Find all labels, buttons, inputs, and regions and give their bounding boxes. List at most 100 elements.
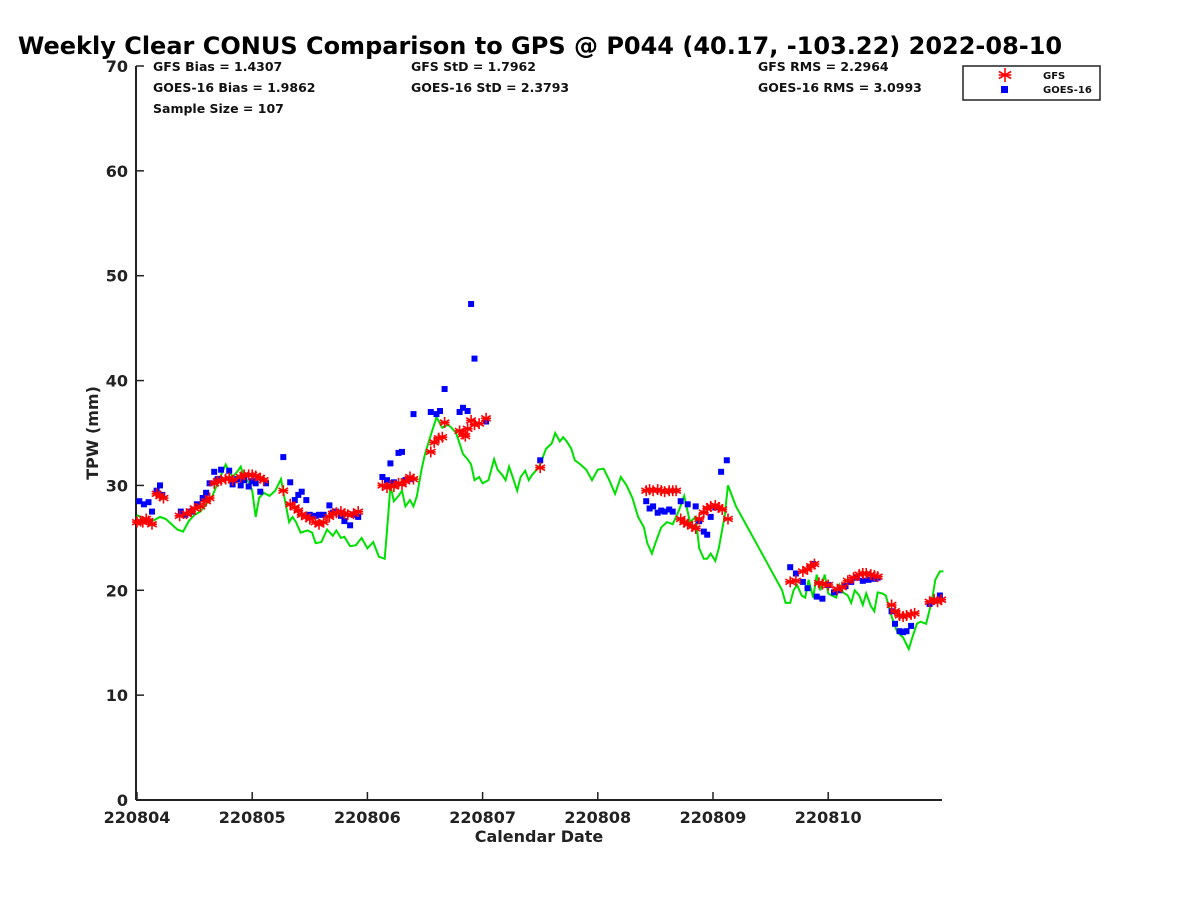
gfs-point: [480, 412, 492, 424]
gfs-std-text: GFS StD = 1.7962: [411, 59, 536, 74]
sample-size-text: Sample Size = 107: [153, 101, 284, 116]
goes16-point: [441, 386, 448, 392]
goes16-point: [312, 512, 319, 519]
goes16-point: [666, 506, 673, 513]
y-ticks: 0 10 20 30 40 50 60 70: [106, 57, 144, 810]
goes16-point: [813, 593, 820, 600]
goes16-point: [692, 503, 699, 510]
goes16-point: [245, 483, 252, 490]
y-axis-label: TPW (mm): [83, 386, 102, 480]
goes16-point: [218, 466, 225, 473]
gfs-point: [535, 462, 546, 474]
goes16-point: [316, 511, 322, 518]
goes16-point: [654, 509, 661, 516]
goes16-point: [892, 620, 898, 627]
goes16-point: [831, 589, 837, 596]
legend-gfs-asterisk: [998, 68, 1012, 82]
goes16-point: [177, 508, 184, 515]
goes16-point: [347, 522, 354, 529]
goes16-point: [237, 482, 244, 489]
gfs-point: [935, 594, 947, 606]
legend-goes-marker: [1001, 86, 1008, 93]
legend-gfs-label: GFS: [1043, 71, 1065, 82]
gfs-point: [909, 607, 920, 619]
goes16-point: [819, 595, 826, 602]
goes16-point: [427, 409, 434, 415]
goes16-point: [287, 479, 294, 486]
gfs-point: [690, 522, 701, 534]
goes16-point: [792, 570, 799, 577]
goes16-point: [700, 528, 707, 535]
goes-std-text: GOES-16 StD = 2.3793: [411, 80, 569, 95]
goes16-point: [320, 511, 327, 518]
goes16-point: [303, 497, 310, 504]
gfs-point: [408, 473, 419, 485]
goes16-point: [787, 564, 794, 571]
x-tick-label: 220808: [564, 808, 631, 827]
x-tick-label: 220806: [334, 808, 401, 827]
goes16-point: [848, 578, 855, 585]
gfs-point: [318, 516, 329, 528]
goes16-point: [157, 482, 163, 489]
goes16-point: [387, 460, 394, 467]
gfs-point: [717, 504, 728, 515]
y-tick-label: 30: [106, 476, 128, 495]
goes16-point: [211, 468, 218, 475]
gfs-point: [146, 518, 158, 530]
goes16-point: [257, 488, 264, 495]
goes16-point: [842, 583, 849, 590]
goes16-point: [140, 501, 147, 508]
goes16-point: [291, 497, 298, 504]
gfs-point: [473, 418, 485, 430]
gfs-point: [790, 575, 802, 587]
gfs-bias-text: GFS Bias = 1.4307: [153, 59, 282, 74]
goes16-point: [936, 592, 943, 599]
goes16-point: [468, 301, 475, 307]
legend-box: [962, 65, 1101, 101]
y-tick-label: 50: [106, 267, 128, 286]
goes16-point: [410, 411, 417, 418]
gfs-points-layer: [131, 412, 947, 622]
goes16-point: [799, 578, 806, 585]
gfs-point: [437, 431, 448, 443]
gfs-point: [670, 485, 682, 497]
x-tick-label: 220804: [104, 808, 171, 827]
goes16-point: [136, 498, 143, 505]
goes16-point: [865, 576, 872, 583]
goes-bias-text: GOES-16 Bias = 1.9862: [153, 80, 315, 95]
goes16-point: [326, 502, 333, 509]
goes16-point: [226, 467, 233, 474]
goes16-point: [896, 628, 903, 635]
gfs-point: [158, 492, 169, 504]
gfs-point: [836, 581, 848, 593]
goes16-point: [537, 457, 544, 464]
goes16-point: [249, 478, 256, 485]
y-tick-label: 40: [106, 372, 128, 391]
goes16-point: [460, 404, 466, 411]
gfs-point: [227, 474, 238, 486]
gfs-point: [872, 571, 883, 583]
gfs-point: [278, 485, 289, 497]
goes16-point: [456, 409, 463, 415]
goes16-point: [903, 628, 910, 635]
goes16-point: [298, 488, 305, 495]
y-tick-label: 60: [106, 162, 128, 181]
goes16-point: [433, 411, 440, 418]
goes16-point: [384, 477, 390, 484]
goes16-point: [684, 501, 691, 508]
goes16-point: [704, 531, 711, 538]
y-tick-label: 70: [106, 57, 128, 76]
chart-title: Weekly Clear CONUS Comparison to GPS @ P…: [18, 32, 1062, 60]
goes16-point: [908, 622, 915, 629]
goes16-point: [199, 495, 206, 501]
gfs-point: [425, 446, 436, 458]
goes16-point: [149, 508, 155, 515]
gfs-point: [809, 558, 820, 570]
y-tick-label: 0: [117, 791, 128, 810]
goes16-point: [252, 480, 259, 487]
gfs-point: [195, 500, 206, 512]
goes16-point: [646, 505, 653, 512]
x-tick-label: 220807: [449, 808, 516, 827]
goes16-point: [723, 457, 730, 464]
